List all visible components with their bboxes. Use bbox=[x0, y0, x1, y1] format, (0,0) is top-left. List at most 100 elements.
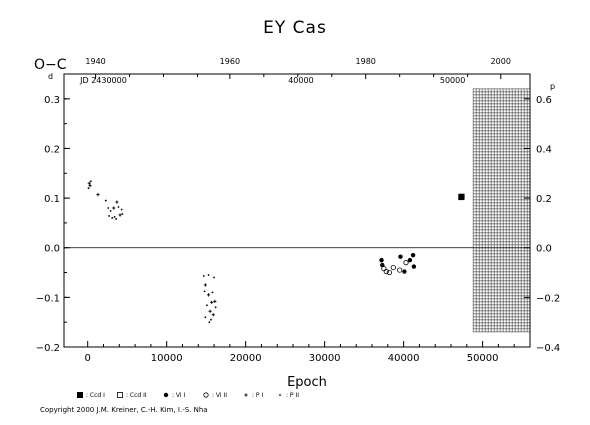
top-year-label: 2000 bbox=[491, 57, 511, 66]
legend-item: : Ccd II bbox=[117, 392, 147, 399]
legend-label: : P II bbox=[286, 392, 299, 399]
data-point bbox=[211, 313, 215, 317]
data-point bbox=[211, 291, 214, 294]
data-point bbox=[407, 257, 413, 263]
data-point bbox=[210, 300, 214, 304]
plot-frame bbox=[63, 73, 531, 348]
data-point bbox=[204, 316, 207, 319]
data-point bbox=[213, 299, 217, 303]
right-tick-label: −0.4 bbox=[536, 343, 560, 354]
top-year-label: 1940 bbox=[85, 57, 105, 66]
top-jd-label: 50000 bbox=[440, 76, 465, 85]
data-point bbox=[214, 306, 217, 309]
data-point bbox=[403, 260, 409, 266]
right-tick-label: 0.4 bbox=[536, 144, 552, 155]
x-tick-label: 10000 bbox=[151, 353, 183, 364]
data-point bbox=[121, 213, 124, 215]
right-tick-label: 0.6 bbox=[536, 95, 552, 106]
data-point bbox=[87, 181, 91, 185]
x-axis-label: Epoch bbox=[287, 375, 327, 390]
top-year-label: 1980 bbox=[356, 57, 376, 66]
x-tick-label: 0 bbox=[85, 353, 91, 364]
data-point bbox=[111, 217, 114, 219]
series-p-ii bbox=[87, 180, 217, 324]
data-point bbox=[206, 293, 211, 297]
y-axis-unit: d bbox=[48, 72, 53, 81]
series-ccd-i bbox=[458, 194, 465, 201]
data-point bbox=[89, 180, 92, 183]
legend-label: : Vi I bbox=[172, 392, 185, 399]
legend-item: : P II bbox=[279, 392, 299, 399]
right-tick-label: −0.2 bbox=[536, 293, 560, 304]
series-ccd-ii bbox=[458, 193, 465, 200]
y-tick-label: 0.3 bbox=[44, 95, 60, 106]
data-point bbox=[381, 265, 387, 272]
data-point bbox=[109, 210, 112, 212]
top-year-label: 1960 bbox=[220, 57, 240, 66]
legend-item: : Vi I bbox=[163, 392, 185, 399]
data-point bbox=[202, 275, 205, 277]
data-point bbox=[87, 187, 90, 190]
y-tick-label: 0.1 bbox=[44, 194, 60, 205]
data-point bbox=[410, 252, 416, 258]
x-tick-label: 30000 bbox=[309, 353, 341, 364]
data-point bbox=[115, 218, 118, 220]
legend-marker bbox=[77, 392, 83, 398]
data-point bbox=[458, 194, 465, 201]
y-tick-label: 0.2 bbox=[44, 144, 60, 155]
legend-label: : Vi II bbox=[212, 392, 227, 399]
legend-marker bbox=[279, 394, 281, 396]
y-tick-label: −0.2 bbox=[36, 343, 60, 354]
data-point bbox=[411, 264, 417, 269]
legend-item: : Ccd I bbox=[77, 392, 105, 399]
data-point bbox=[113, 216, 116, 218]
legend-marker bbox=[203, 392, 209, 398]
data-point bbox=[112, 206, 116, 210]
data-point bbox=[207, 274, 210, 276]
data-point bbox=[208, 321, 211, 324]
data-point bbox=[203, 290, 206, 293]
x-tick-label: 40000 bbox=[388, 353, 420, 364]
data-point bbox=[383, 268, 389, 275]
top-jd-label: JD 2430000 bbox=[79, 76, 127, 85]
data-point bbox=[108, 215, 110, 217]
data-point bbox=[390, 264, 396, 271]
data-point bbox=[402, 269, 407, 274]
data-point bbox=[458, 193, 465, 200]
legend-marker bbox=[244, 393, 248, 397]
data-point bbox=[203, 283, 207, 287]
data-point bbox=[118, 213, 122, 217]
data-point bbox=[104, 199, 107, 202]
data-point bbox=[210, 318, 212, 321]
copyright-note: Copyright 2000 J.M. Kreiner, C.-H. Kim, … bbox=[40, 406, 208, 414]
top-jd-label: 40000 bbox=[288, 76, 313, 85]
right-axis-unit: p bbox=[550, 82, 555, 91]
legend-marker bbox=[163, 392, 169, 398]
right-tick-label: 0.0 bbox=[536, 244, 552, 255]
data-point bbox=[379, 257, 384, 263]
legend-item: : P I bbox=[244, 392, 263, 399]
chart-title: EY Cas bbox=[263, 18, 327, 38]
data-point bbox=[206, 304, 208, 307]
series-p-i bbox=[87, 181, 217, 317]
y-tick-label: −0.1 bbox=[36, 293, 60, 304]
legend-item: : Vi II bbox=[203, 392, 227, 399]
data-point bbox=[397, 267, 403, 273]
x-tick-label: 20000 bbox=[230, 353, 262, 364]
data-point bbox=[386, 269, 393, 276]
data-point bbox=[120, 208, 123, 211]
data-point bbox=[117, 206, 120, 208]
series-vi-ii bbox=[381, 260, 409, 276]
data-point bbox=[96, 193, 100, 197]
data-point bbox=[208, 309, 212, 313]
grid-block bbox=[472, 88, 530, 333]
data-point bbox=[107, 207, 110, 209]
legend-label: : P I bbox=[252, 392, 263, 399]
y-tick-label: 0.0 bbox=[44, 244, 60, 255]
right-tick-label: 0.2 bbox=[536, 194, 552, 205]
legend-label: : Ccd II bbox=[126, 392, 147, 399]
x-tick-label: 50000 bbox=[467, 353, 499, 364]
y-axis-label: O−C bbox=[34, 57, 67, 73]
data-point bbox=[88, 184, 92, 188]
